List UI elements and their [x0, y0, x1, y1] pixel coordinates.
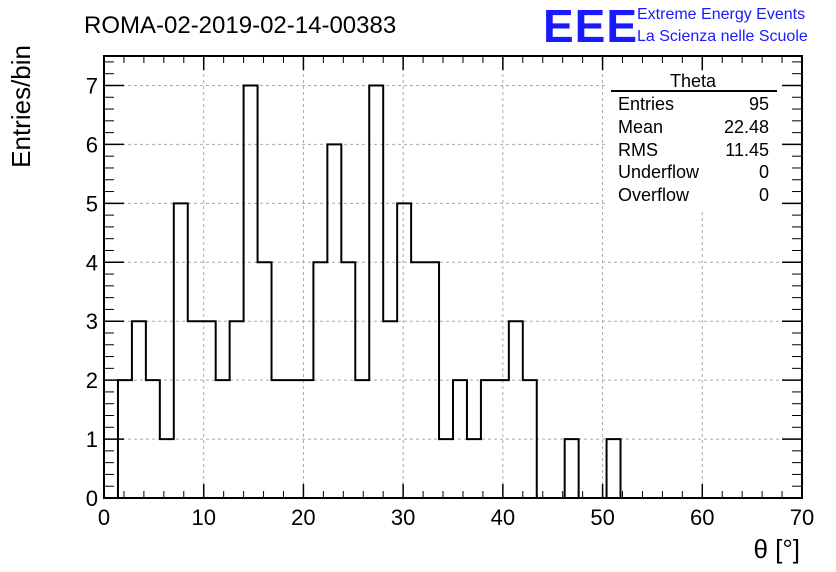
histogram-bin: [327, 144, 341, 498]
x-tick-label: 60: [690, 505, 714, 530]
y-tick-label: 6: [86, 132, 98, 157]
y-tick-labels: 0 1 2 3 4 5 6 7: [86, 73, 98, 511]
y-axis-label: Entries/bin: [6, 45, 36, 168]
eee-logo: EEE: [543, 0, 638, 52]
histogram-step-line: [116, 84, 635, 499]
histogram-bin: [383, 321, 397, 498]
histogram-bin: [565, 439, 579, 498]
y-tick-label: 0: [86, 486, 98, 511]
histogram-bin: [160, 439, 174, 498]
stats-value-overflow: 0: [759, 185, 769, 205]
x-tick-label: 30: [391, 505, 415, 530]
y-tick-label: 2: [86, 368, 98, 393]
histogram-bin: [481, 380, 495, 498]
histogram-bin: [355, 380, 369, 498]
plot-frame: [103, 55, 803, 499]
y-tick-label: 4: [86, 250, 98, 275]
stats-label-entries: Entries: [618, 94, 674, 114]
x-tick-labels: 0 10 20 30 40 50 60 70: [98, 505, 814, 530]
brand-line-1: Extreme Energy Events: [637, 6, 805, 23]
histogram-bin: [299, 380, 313, 498]
x-tick-label: 70: [790, 505, 814, 530]
histogram-bin: [425, 262, 439, 498]
histogram-bin: [118, 380, 132, 498]
histogram-bin: [453, 380, 467, 498]
histogram-bin: [132, 321, 146, 498]
histogram-bins: [118, 85, 621, 498]
histogram-bin: [216, 380, 230, 498]
histogram-bin: [146, 380, 160, 498]
stats-value-underflow: 0: [759, 162, 769, 182]
histogram-bin: [285, 380, 299, 498]
histogram-bin: [258, 262, 272, 498]
histogram-bin: [313, 262, 327, 498]
histogram-bin: [230, 321, 244, 498]
x-tick-label: 10: [191, 505, 215, 530]
histogram-bin: [369, 85, 383, 498]
brand-line-2: La Scienza nelle Scuole: [637, 28, 808, 45]
histogram-bin: [523, 380, 537, 498]
histogram-bin: [174, 203, 188, 498]
stats-value-rms: 11.45: [725, 140, 769, 160]
histogram-bin: [439, 439, 453, 498]
stats-box-background: [608, 72, 780, 212]
histogram-bin: [509, 321, 523, 498]
stats-title: Theta: [670, 71, 717, 91]
y-tick-label: 5: [86, 191, 98, 216]
histogram-bin: [341, 262, 355, 498]
histogram-bin: [607, 439, 621, 498]
histogram-bin: [188, 321, 202, 498]
x-tick-label: 0: [98, 505, 110, 530]
x-tick-label: 50: [590, 505, 614, 530]
x-tick-label: 20: [291, 505, 315, 530]
stats-value-mean: 22.48: [724, 117, 769, 137]
stats-label-rms: RMS: [618, 140, 658, 160]
histogram-bin: [202, 321, 216, 498]
stats-box: Theta Entries 95 Mean 22.48 RMS 11.45 Un…: [608, 71, 780, 212]
y-tick-label: 7: [86, 73, 98, 98]
chart-title: ROMA-02-2019-02-14-00383: [84, 12, 396, 39]
histogram-bin: [272, 380, 286, 498]
x-axis-label: θ [°]: [753, 534, 800, 564]
stats-label-mean: Mean: [618, 117, 663, 137]
stats-value-entries: 95: [749, 94, 769, 114]
histogram-bin: [467, 439, 481, 498]
stats-label-underflow: Underflow: [618, 162, 700, 182]
y-tick-label: 1: [86, 427, 98, 452]
x-tick-label: 40: [491, 505, 515, 530]
histogram-bin: [397, 203, 411, 498]
stats-label-overflow: Overflow: [618, 185, 690, 205]
y-tick-label: 3: [86, 309, 98, 334]
histogram-bin: [495, 380, 509, 498]
histogram-bin: [411, 262, 425, 498]
histogram-bin: [244, 85, 258, 498]
